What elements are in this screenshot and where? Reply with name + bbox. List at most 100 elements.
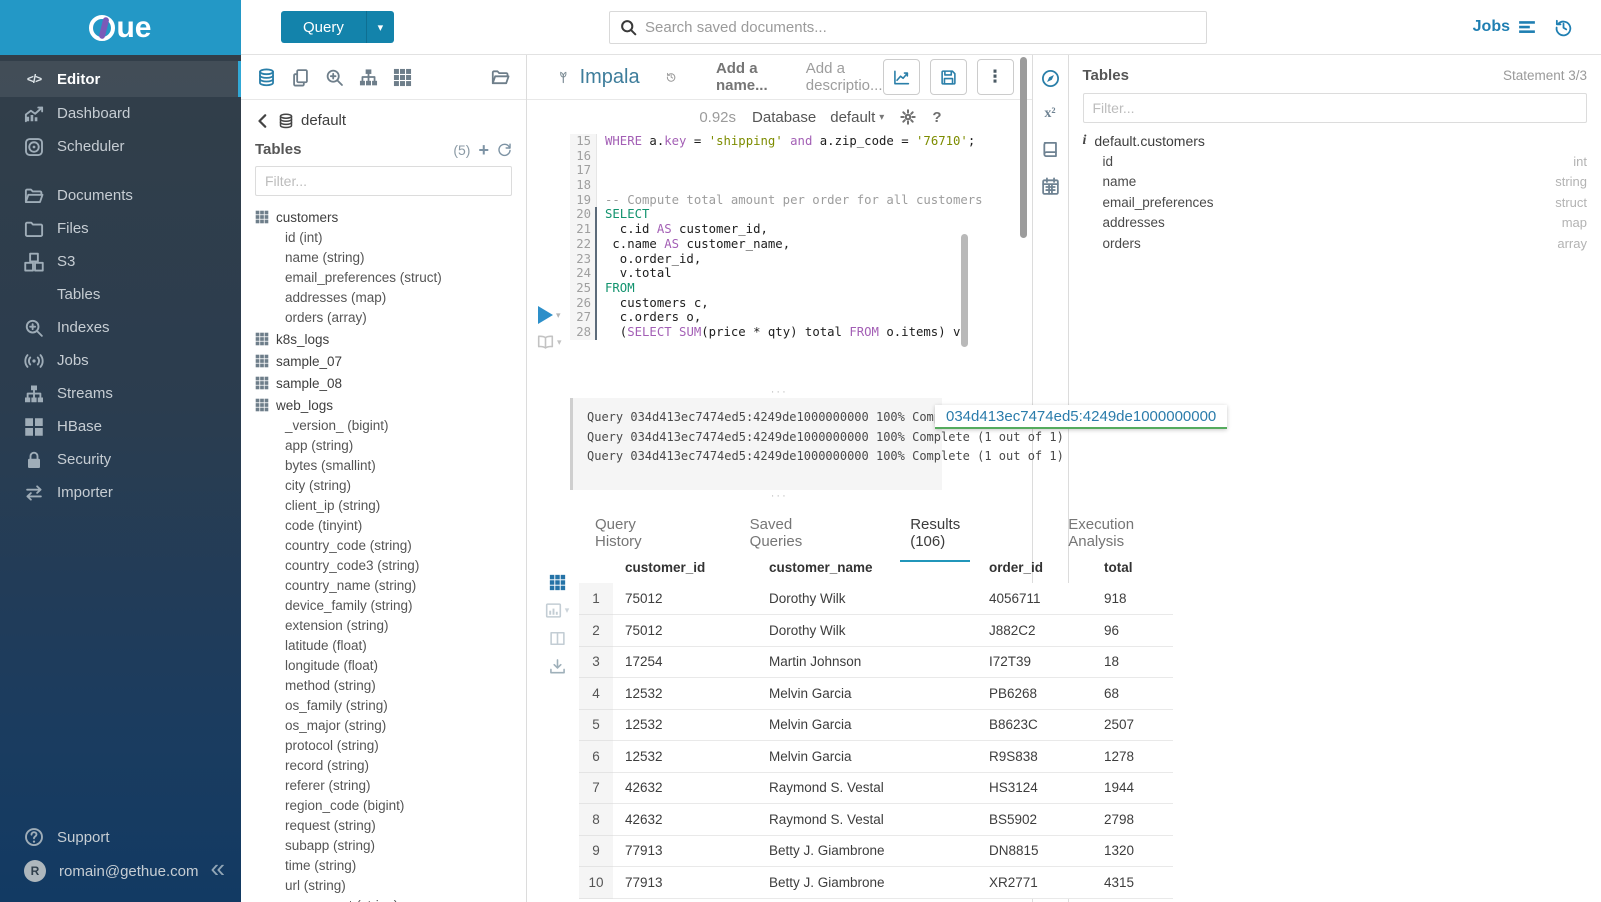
table-row[interactable]: 4 12532 Melvin Garcia PB6268 68 (579, 677, 1173, 710)
results-column-header[interactable]: total (1104, 560, 1133, 575)
table-item[interactable]: web_logs (255, 394, 512, 416)
sidebar-item-scheduler[interactable]: Scheduler (0, 130, 241, 163)
sidebar-collapse-icon[interactable]: « (210, 853, 225, 883)
results-column-header[interactable]: customer_id (625, 560, 706, 575)
table-row[interactable]: 8 42632 Raymond S. Vestal BS5902 2798 (579, 803, 1173, 836)
column-item[interactable]: country_code3 (string) (285, 558, 420, 573)
assistant-toggle[interactable]: ▾ (537, 334, 562, 351)
column-item[interactable]: longitude (float) (285, 658, 379, 673)
active-table-row[interactable]: i default.customers (1083, 133, 1588, 149)
sidebar-item-editor[interactable]: </> Editor (0, 61, 241, 97)
sidebar-item-dashboard[interactable]: Dashboard (0, 97, 241, 130)
download-button[interactable] (549, 658, 566, 675)
column-item[interactable]: code (tinyint) (285, 518, 363, 533)
sidebar-item-security[interactable]: Security (0, 443, 241, 476)
column-item[interactable]: url (string) (285, 878, 346, 893)
compass-icon[interactable] (1041, 69, 1060, 88)
execute-button[interactable]: ▾ (538, 306, 561, 324)
refresh-icon[interactable] (497, 142, 512, 157)
column-item[interactable]: bytes (smallint) (285, 458, 376, 473)
db-icon[interactable] (257, 68, 276, 87)
results-column-header[interactable]: customer_name (769, 560, 873, 575)
column-item[interactable]: request (string) (285, 818, 376, 833)
table-item[interactable]: k8s_logs (255, 328, 512, 350)
sidebar-item-importer[interactable]: Importer (0, 476, 241, 509)
column-item[interactable]: record (string) (285, 758, 370, 773)
column-item[interactable]: region_code (bigint) (285, 798, 405, 813)
column-item[interactable]: email_preferences (struct) (285, 270, 442, 285)
table-row[interactable]: 2 75012 Dorothy Wilk J882C2 96 (579, 614, 1173, 647)
column-item[interactable]: client_ip (string) (285, 498, 381, 513)
column-item[interactable]: extension (string) (285, 618, 389, 633)
column-item[interactable]: id (int) (285, 230, 323, 245)
right-column-item[interactable]: email_preferences struct (1083, 192, 1588, 213)
column-item[interactable]: country_code (string) (285, 538, 412, 553)
column-item[interactable]: method (string) (285, 678, 376, 693)
sidebar-item-jobs[interactable]: Jobs (0, 344, 241, 377)
column-item[interactable]: _version_ (bigint) (285, 418, 389, 433)
column-item[interactable]: os_family (string) (285, 698, 388, 713)
column-item[interactable]: orders (array) (285, 310, 367, 325)
column-item[interactable]: city (string) (285, 478, 352, 493)
documents-icon[interactable] (291, 68, 310, 87)
resize-handle-top[interactable]: ··· (770, 386, 788, 398)
tab-execution-analysis[interactable]: Execution Analysis (1068, 516, 1135, 550)
table-row[interactable]: 3 17254 Martin Johnson I72T39 18 (579, 646, 1173, 678)
editor-scrollbar[interactable] (960, 234, 968, 347)
column-item[interactable]: latitude (float) (285, 638, 367, 653)
sidebar-item-streams[interactable]: Streams (0, 377, 241, 410)
sidebar-item-hbase[interactable]: HBase (0, 410, 241, 443)
chevron-left-icon[interactable] (255, 113, 271, 129)
table-item[interactable]: sample_07 (255, 350, 512, 372)
table-row[interactable]: 10 77913 Betty J. Giambrone XR2771 4315 (579, 866, 1173, 899)
right-column-item[interactable]: addresses map (1083, 213, 1588, 234)
column-item[interactable]: device_family (string) (285, 598, 413, 613)
query-name-field[interactable]: Add a name... (715, 60, 768, 94)
column-item[interactable]: user_agent (string) (255, 896, 512, 902)
resize-handle-bottom[interactable]: ··· (770, 490, 788, 502)
query-id-link[interactable]: 034d413ec7474ed5:4249de1000000000 (935, 405, 1228, 429)
statement-indicator[interactable]: Statement 3/3 (1502, 68, 1587, 83)
query-caret-icon[interactable]: ▾ (365, 11, 394, 43)
column-item[interactable]: name (string) (285, 250, 365, 265)
snippet-history-icon[interactable] (666, 68, 676, 86)
help-icon[interactable]: ? (932, 108, 942, 126)
jobs-link[interactable]: Jobs (1473, 18, 1536, 36)
table-row[interactable]: 1 75012 Dorothy Wilk 4056711 918 (579, 583, 1173, 615)
right-column-item[interactable]: orders array (1083, 233, 1588, 254)
code-editor[interactable]: 15 WHERE a.key = 'shipping' and a.zip_cod… (527, 134, 1032, 386)
database-breadcrumb[interactable]: default (255, 112, 512, 129)
column-item[interactable]: time (string) (285, 858, 357, 873)
sidebar-item-files[interactable]: Files (0, 212, 241, 245)
right-column-item[interactable]: name string (1083, 172, 1588, 193)
database-name[interactable]: default (301, 112, 347, 129)
language-book-icon[interactable] (1041, 140, 1060, 159)
search-plus-icon[interactable] (325, 68, 344, 87)
column-item[interactable]: app (string) (285, 438, 354, 453)
database-dropdown[interactable]: default ▾ (830, 109, 884, 126)
sidebar-item-support[interactable]: Support (0, 820, 241, 854)
query-button[interactable]: Query ▾ (281, 11, 394, 43)
grid-icon[interactable] (393, 68, 412, 87)
table-row[interactable]: 5 12532 Melvin Garcia B8623C 2507 (579, 709, 1173, 741)
history-icon[interactable] (1554, 18, 1573, 37)
table-row[interactable]: 9 77913 Betty J. Giambrone DN8815 1320 (579, 835, 1173, 867)
table-item[interactable]: customers (255, 206, 512, 228)
sidebar-item-documents[interactable]: Documents (0, 179, 241, 212)
search-input[interactable] (645, 18, 1196, 36)
page-scrollbar[interactable] (1019, 57, 1027, 238)
sidebar-item-tables[interactable]: Tables (0, 278, 241, 311)
results-column-header[interactable]: order_id (989, 560, 1044, 575)
right-column-item[interactable]: id int (1083, 151, 1588, 172)
column-item[interactable]: os_major (string) (285, 718, 387, 733)
column-item[interactable]: addresses (map) (285, 290, 387, 305)
table-item[interactable]: sample_08 (255, 372, 512, 394)
add-table-icon[interactable]: + (478, 139, 489, 160)
sidebar-item-s3[interactable]: S3 (0, 245, 241, 278)
tab-results[interactable]: Results (106) (900, 510, 971, 562)
logo-area[interactable]: ue (0, 0, 241, 55)
save-button[interactable] (929, 59, 967, 95)
query-description-field[interactable]: Add a descriptio... (805, 60, 883, 94)
more-actions-button[interactable]: ⋮ (976, 59, 1014, 95)
assist-filter-input[interactable] (255, 166, 512, 196)
